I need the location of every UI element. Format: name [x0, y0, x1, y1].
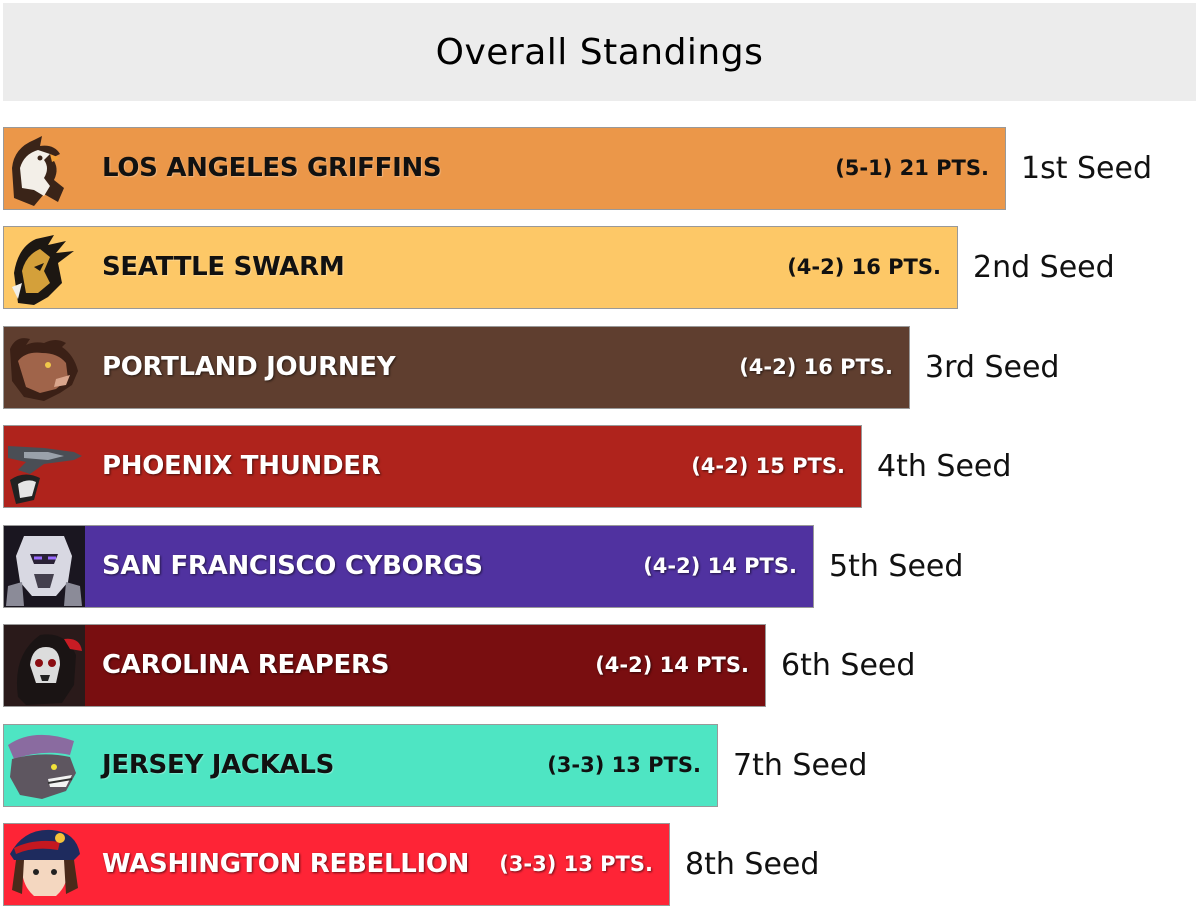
team-name: LOS ANGELES GRIFFINS: [102, 153, 442, 183]
team-record: (5-1) 21 PTS.: [835, 156, 989, 180]
reaper-logo-icon: [4, 625, 85, 706]
standing-bar: JERSEY JACKALS (3-3) 13 PTS.: [3, 724, 718, 807]
standing-bar: WASHINGTON REBELLION (3-3) 13 PTS.: [3, 823, 670, 906]
swarm-logo-icon: [4, 227, 85, 308]
standing-bar: CAROLINA REAPERS (4-2) 14 PTS.: [3, 624, 766, 707]
seed-label: 8th Seed: [685, 847, 820, 882]
team-name: JERSEY JACKALS: [102, 750, 335, 780]
seed-label: 6th Seed: [781, 648, 916, 683]
team-record: (4-2) 14 PTS.: [595, 653, 749, 677]
standing-bar: PHOENIX THUNDER (4-2) 15 PTS.: [3, 425, 862, 508]
page-title: Overall Standings: [435, 31, 764, 73]
seed-label: 2nd Seed: [973, 250, 1115, 285]
team-name: SEATTLE SWARM: [102, 252, 345, 282]
team-name: CAROLINA REAPERS: [102, 650, 390, 680]
team-record: (4-2) 16 PTS.: [739, 355, 893, 379]
standing-bar: SEATTLE SWARM (4-2) 16 PTS.: [3, 226, 958, 309]
team-record: (3-3) 13 PTS.: [499, 852, 653, 876]
team-name: WASHINGTON REBELLION: [102, 849, 470, 879]
standing-bar: LOS ANGELES GRIFFINS (5-1) 21 PTS.: [3, 127, 1006, 210]
team-record: (4-2) 16 PTS.: [787, 255, 941, 279]
standing-bar: PORTLAND JOURNEY (4-2) 16 PTS.: [3, 326, 910, 409]
team-name: SAN FRANCISCO CYBORGS: [102, 551, 483, 581]
header: Overall Standings: [3, 3, 1196, 101]
jet-logo-icon: [4, 426, 85, 507]
team-record: (4-2) 14 PTS.: [643, 554, 797, 578]
griffin-logo-icon: [4, 128, 85, 209]
team-record: (3-3) 13 PTS.: [547, 753, 701, 777]
bull-logo-icon: [4, 327, 85, 408]
standing-bar: SAN FRANCISCO CYBORGS (4-2) 14 PTS.: [3, 525, 814, 608]
seed-label: 7th Seed: [733, 748, 868, 783]
team-name: PHOENIX THUNDER: [102, 451, 381, 481]
jackal-logo-icon: [4, 725, 85, 806]
team-record: (4-2) 15 PTS.: [691, 454, 845, 478]
cyborg-logo-icon: [4, 526, 85, 607]
team-name: PORTLAND JOURNEY: [102, 352, 396, 382]
seed-label: 3rd Seed: [925, 350, 1060, 385]
seed-label: 4th Seed: [877, 449, 1012, 484]
seed-label: 1st Seed: [1021, 151, 1153, 186]
rebel-logo-icon: [4, 824, 85, 905]
seed-label: 5th Seed: [829, 549, 964, 584]
